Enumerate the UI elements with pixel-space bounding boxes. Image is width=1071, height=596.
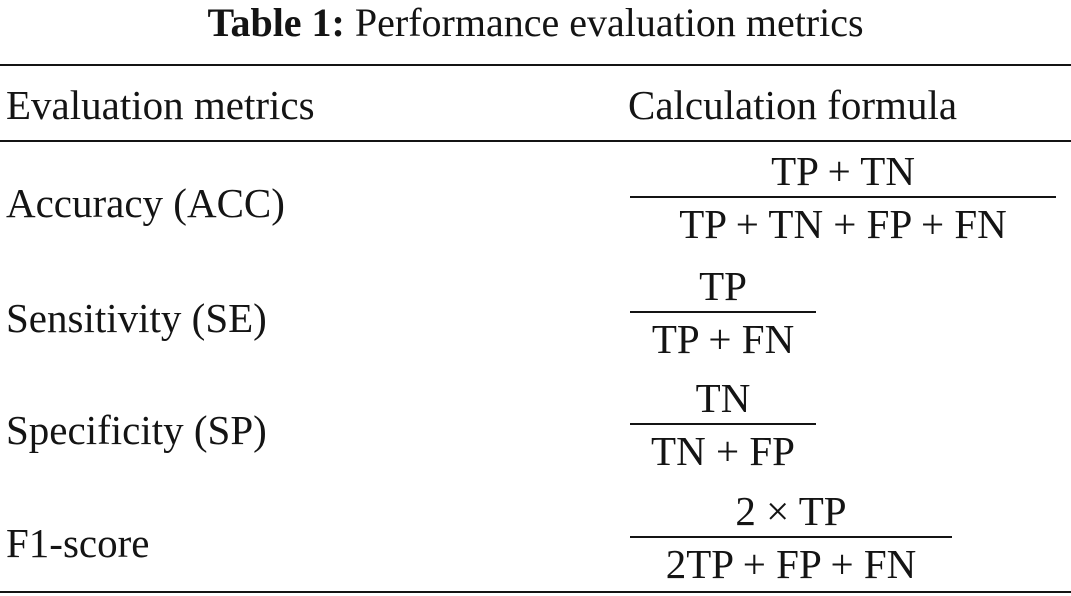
formula-sensitivity-denominator: TP + FN — [651, 316, 795, 362]
formula-sensitivity: TP TP + FN — [630, 263, 816, 362]
metric-label-specificity: Specificity (SP) — [6, 407, 267, 453]
metric-label-sensitivity: Sensitivity (SE) — [6, 295, 267, 341]
header-calculation-formula: Calculation formula — [628, 82, 958, 128]
table-caption-label: Table 1: — [207, 0, 345, 45]
formula-sensitivity-fraction-bar — [630, 311, 816, 313]
table-caption-text: Performance evaluation metrics — [354, 0, 864, 45]
formula-f1-score: 2 × TP 2TP + FP + FN — [630, 488, 952, 587]
table-top-rule — [0, 64, 1071, 66]
table-bottom-rule — [0, 591, 1071, 593]
table-row-accuracy: Accuracy (ACC) TP + TN TP + TN + FP + FN — [0, 148, 1071, 258]
table-header-rule — [0, 140, 1071, 142]
header-evaluation-metrics: Evaluation metrics — [6, 82, 315, 128]
formula-accuracy-denominator: TP + TN + FP + FN — [679, 201, 1007, 247]
formula-f1-score-denominator: 2TP + FP + FN — [665, 541, 917, 587]
metric-label-accuracy: Accuracy (ACC) — [6, 180, 285, 226]
formula-accuracy-fraction-bar — [630, 196, 1056, 198]
table-row-specificity: Specificity (SP) TN TN + FP — [0, 375, 1071, 485]
formula-sensitivity-numerator: TP — [699, 263, 747, 309]
metric-label-f1-score: F1-score — [6, 520, 150, 566]
formula-accuracy: TP + TN TP + TN + FP + FN — [630, 148, 1056, 247]
table-row-sensitivity: Sensitivity (SE) TP TP + FN — [0, 263, 1071, 373]
table-row-f1-score: F1-score 2 × TP 2TP + FP + FN — [0, 488, 1071, 592]
formula-f1-score-fraction-bar — [630, 536, 952, 538]
formula-specificity-denominator: TN + FP — [651, 428, 795, 474]
formula-f1-score-numerator: 2 × TP — [735, 488, 847, 534]
formula-specificity-fraction-bar — [630, 423, 816, 425]
formula-accuracy-numerator: TP + TN — [771, 148, 915, 194]
formula-specificity: TN TN + FP — [630, 375, 816, 474]
table-caption: Table 1: Performance evaluation metrics — [0, 0, 1071, 52]
formula-specificity-numerator: TN — [695, 375, 751, 421]
